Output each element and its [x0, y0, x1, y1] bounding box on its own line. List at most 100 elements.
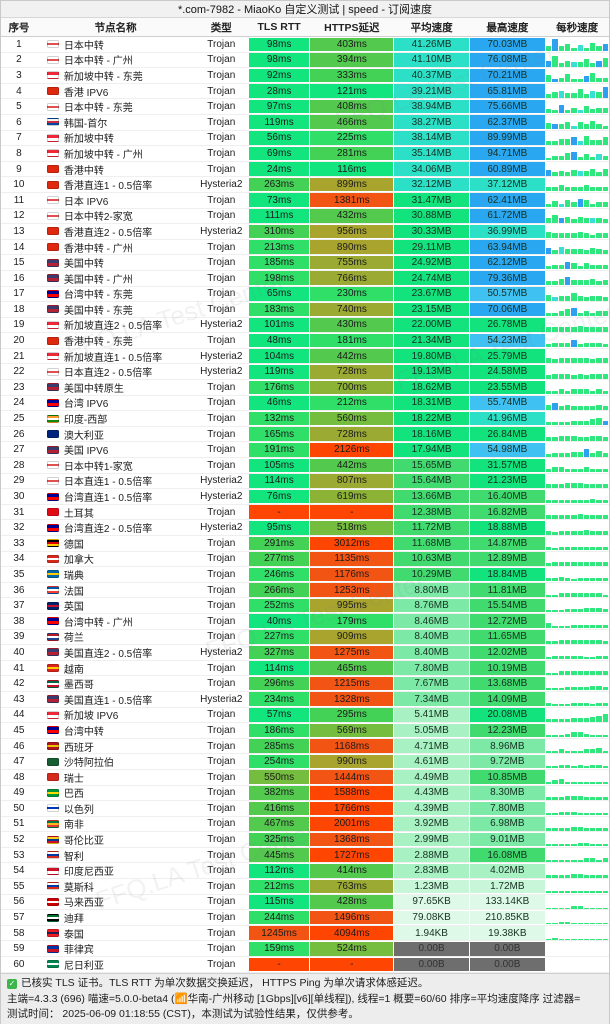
node-name: 台湾直连1 - 0.5倍率 — [63, 493, 153, 504]
table-row: 29 日本直连1 - 0.5倍率 Hysteria2 114ms 807ms 1… — [1, 474, 609, 490]
table-row: 26 澳大利亚 Trojan 165ms 728ms 18.16MB 26.84… — [1, 427, 609, 443]
country-flag-icon — [46, 320, 59, 329]
node-type: Trojan — [207, 802, 236, 814]
per-second-speed-sparkline — [545, 910, 609, 925]
country-flag-icon — [46, 508, 59, 517]
table-row: 13 香港直连2 - 0.5倍率 Hysteria2 310ms 956ms 3… — [1, 224, 609, 240]
per-second-speed-sparkline — [545, 598, 609, 613]
node-name: 美国直连1 - 0.5倍率 — [63, 695, 153, 707]
node-name: 韩国-首尔 — [63, 118, 108, 130]
row-index: 57 — [13, 912, 25, 924]
country-flag-icon — [46, 40, 59, 49]
node-name: 美国中转原生 — [63, 383, 124, 395]
row-index: 25 — [13, 413, 25, 425]
node-type: Trojan — [207, 69, 236, 81]
node-type: Trojan — [207, 132, 236, 144]
node-type: Trojan — [207, 568, 236, 580]
max-speed-value: 70.21MB — [469, 68, 545, 83]
max-speed-value: 26.78MB — [469, 318, 545, 332]
table-row: 24 台湾 IPV6 Trojan 46ms 212ms 18.31MB 55.… — [1, 396, 609, 412]
per-second-speed-sparkline — [545, 209, 609, 224]
https-latency-value: 428ms — [310, 895, 394, 909]
max-speed-value: 0.00B — [469, 941, 545, 956]
country-flag-icon — [46, 71, 59, 80]
node-name: 日本直连2 - 0.5倍率 — [63, 368, 153, 380]
country-flag-icon — [46, 352, 59, 361]
https-latency-value: 430ms — [310, 318, 394, 332]
table-row: 45 台湾中转 Trojan 186ms 569ms 5.05MB 12.23M… — [1, 723, 609, 739]
country-flag-icon — [46, 851, 59, 860]
row-index: 44 — [13, 709, 25, 721]
table-row: 36 法国 Trojan 266ms 1253ms 8.80MB 11.81MB — [1, 583, 609, 599]
per-second-speed-sparkline — [545, 302, 609, 317]
max-speed-value: 31.57MB — [469, 458, 545, 473]
https-latency-value: 295ms — [310, 708, 394, 722]
per-second-speed-sparkline — [545, 287, 609, 302]
row-index: 50 — [13, 802, 25, 814]
row-index: 3 — [16, 69, 22, 81]
tls-rtt-value: 186ms — [248, 723, 310, 738]
tls-rtt-value: 176ms — [248, 380, 310, 395]
table-row: 16 美国中转 - 广州 Trojan 198ms 766ms 24.74MB … — [1, 271, 609, 287]
max-speed-value: 8.96MB — [469, 739, 545, 753]
max-speed-value: 10.19MB — [469, 661, 545, 675]
avg-speed-value: 23.15MB — [394, 302, 469, 317]
avg-speed-value: 32.12MB — [394, 177, 469, 192]
table-row: 40 美国直连2 - 0.5倍率 Hysteria2 327ms 1275ms … — [1, 645, 609, 661]
tls-rtt-value: 119ms — [248, 115, 310, 130]
row-index: 54 — [13, 865, 25, 877]
node-name: 台湾直连2 - 0.5倍率 — [63, 524, 153, 535]
node-type: Trojan — [207, 880, 236, 892]
country-flag-icon — [46, 601, 59, 610]
row-index: 5 — [16, 101, 22, 113]
table-row: 22 日本直连2 - 0.5倍率 Hysteria2 119ms 728ms 1… — [1, 364, 609, 381]
table-row: 58 泰国 Trojan 1245ms 4094ms 1.94KB 19.38K… — [1, 926, 609, 942]
node-name: 美国中转 - 东莞 — [63, 305, 133, 317]
row-index: 60 — [13, 958, 25, 970]
table-row: 60 尼日利亚 Trojan - - 0.00B 0.00B — [1, 957, 609, 973]
node-type: Trojan — [207, 709, 236, 721]
node-type: Trojan — [207, 397, 236, 409]
per-second-speed-sparkline — [545, 442, 609, 457]
https-latency-value: 807ms — [310, 474, 394, 488]
node-name: 美国 IPV6 — [63, 446, 109, 458]
https-latency-value: 1727ms — [310, 848, 394, 862]
https-latency-value: 1215ms — [310, 676, 394, 691]
avg-speed-value: 1.23MB — [394, 879, 469, 894]
per-second-speed-sparkline — [545, 848, 609, 863]
country-flag-icon — [46, 336, 59, 345]
col-header-per-second: 每秒速度 — [556, 21, 599, 34]
node-name: 泰国 — [63, 929, 84, 941]
tls-rtt-value: 291ms — [248, 536, 310, 551]
https-latency-value: 619ms — [310, 489, 394, 504]
table-row: 43 美国直连1 - 0.5倍率 Hysteria2 234ms 1328ms … — [1, 692, 609, 708]
avg-speed-value: 41.26MB — [394, 37, 469, 52]
country-flag-icon — [46, 819, 59, 828]
table-row: 52 哥伦比亚 Trojan 325ms 1368ms 2.99MB 9.01M… — [1, 832, 609, 848]
per-second-speed-sparkline — [545, 99, 609, 114]
max-speed-value: 24.58MB — [469, 364, 545, 379]
country-flag-icon — [46, 570, 59, 579]
https-latency-value: 3012ms — [310, 536, 394, 551]
footer-test-time: 测试时间： 2025-06-09 01:18:55 (CST)，本测试为试验性结… — [7, 1008, 359, 1020]
max-speed-value: 25.79MB — [469, 349, 545, 363]
node-type: Trojan — [207, 943, 236, 955]
avg-speed-value: 15.65MB — [394, 458, 469, 473]
tls-rtt-value: 213ms — [248, 240, 310, 254]
country-flag-icon — [46, 430, 59, 439]
per-second-speed-sparkline — [545, 770, 609, 785]
country-flag-icon — [46, 461, 59, 470]
node-type: Trojan — [207, 210, 236, 222]
https-latency-value: 179ms — [310, 614, 394, 629]
tls-rtt-value: 76ms — [248, 489, 310, 504]
node-type: Trojan — [207, 241, 236, 253]
country-flag-icon — [46, 258, 59, 267]
table-row: 30 台湾直连1 - 0.5倍率 Hysteria2 76ms 619ms 13… — [1, 489, 609, 505]
per-second-speed-sparkline — [545, 489, 609, 504]
per-second-speed-sparkline — [545, 349, 609, 364]
avg-speed-value: 35.14MB — [394, 146, 469, 161]
https-latency-value: 121ms — [310, 84, 394, 98]
per-second-speed-sparkline — [545, 115, 609, 130]
row-index: 36 — [13, 584, 25, 596]
https-latency-value: 766ms — [310, 271, 394, 285]
